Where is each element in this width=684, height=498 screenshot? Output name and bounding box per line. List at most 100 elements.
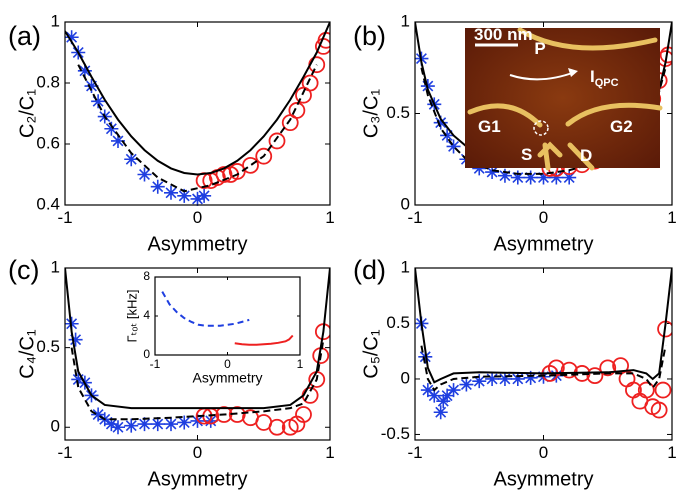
asterisk-stroke xyxy=(197,189,211,203)
asterisk-stroke xyxy=(69,333,83,347)
asterisk-marker xyxy=(124,419,138,433)
asterisk-stroke xyxy=(151,180,165,194)
y-tick-label: 1 xyxy=(51,257,60,276)
x-tick-label: 0 xyxy=(224,357,231,371)
x-tick-label: 0 xyxy=(539,208,548,227)
asterisk-marker xyxy=(164,417,178,431)
image-background xyxy=(465,28,660,168)
asterisk-stroke xyxy=(485,372,499,386)
plot-area xyxy=(65,22,334,206)
axes-box xyxy=(415,268,672,440)
asterisk-stroke xyxy=(447,383,461,397)
circle-marker xyxy=(243,158,258,173)
y-tick-label: 0 xyxy=(143,347,150,361)
y-tick-label: 0.6 xyxy=(36,133,60,152)
image-label-text: G1 xyxy=(478,117,501,136)
curve xyxy=(65,22,330,175)
asterisk-marker xyxy=(447,383,461,397)
image-label: S xyxy=(521,145,532,164)
asterisk-stroke xyxy=(498,372,512,386)
y-tick-label: 1 xyxy=(51,11,60,30)
x-axis-label: Asymmetry xyxy=(193,370,263,386)
x-tick-label: -1 xyxy=(150,357,161,371)
panel-label: (d) xyxy=(353,255,386,285)
asterisk-marker xyxy=(485,372,499,386)
circle-marker xyxy=(289,103,304,118)
y-tick-label: 0 xyxy=(51,417,60,436)
x-axis-label: Asymmetry xyxy=(148,468,248,490)
y-tick-label: 1 xyxy=(401,257,410,276)
y-tick-label: 0.5 xyxy=(36,337,60,356)
panel-label: (a) xyxy=(8,21,41,51)
asterisk-marker xyxy=(111,420,125,434)
image-label-text: G2 xyxy=(610,117,633,136)
x-axis-label: Asymmetry xyxy=(494,468,594,490)
y-tick-label: -0.5 xyxy=(381,424,410,443)
image-label-text: P xyxy=(534,39,545,58)
image-label-text: 300 nm xyxy=(474,25,533,44)
y-tick-label: 8 xyxy=(143,269,150,283)
asterisk-stroke xyxy=(459,378,473,392)
image-label-text: D xyxy=(580,146,592,165)
y-axis-label: C₄/C₁ xyxy=(16,329,38,379)
y-tick-label: 4 xyxy=(143,308,150,322)
y-tick-label: 0 xyxy=(401,368,410,387)
figure: -1010.40.60.81AsymmetryC₂/C₁(a)-10100.51… xyxy=(0,0,684,498)
x-tick-label: -1 xyxy=(57,443,72,462)
x-tick-label: -1 xyxy=(407,443,422,462)
image-label: D xyxy=(580,146,592,165)
y-tick-label: 0.5 xyxy=(386,103,410,122)
image-label: G2 xyxy=(610,117,633,136)
image-label: G1 xyxy=(478,117,501,136)
image-label-text: S xyxy=(521,145,532,164)
curve xyxy=(78,65,317,192)
x-tick-label: 1 xyxy=(297,357,304,371)
asterisk-marker xyxy=(151,180,165,194)
image-label: 300 nm xyxy=(474,25,533,44)
y-axis-label: Γₜₒₜ [kHz] xyxy=(124,290,139,343)
page: {"chart_data": [ {"type": "line", "panel… xyxy=(0,0,684,498)
y-axis-label: C₂/C₁ xyxy=(16,89,38,138)
asterisk-stroke xyxy=(434,405,448,419)
asterisk-marker xyxy=(524,171,538,185)
y-tick-label: 0.8 xyxy=(36,72,60,91)
y-tick-label: 0.4 xyxy=(36,194,60,213)
x-axis-label: Asymmetry xyxy=(148,233,248,255)
circle-marker xyxy=(656,383,671,398)
curve xyxy=(415,268,672,382)
asterisk-marker xyxy=(498,372,512,386)
x-tick-label: 0 xyxy=(193,443,202,462)
x-tick-label: 0 xyxy=(539,443,548,462)
asterisk-stroke xyxy=(511,171,525,185)
panel-label: (c) xyxy=(8,255,39,285)
x-axis-label: Asymmetry xyxy=(494,233,594,255)
panel-label: (b) xyxy=(353,21,386,51)
asterisk-marker xyxy=(434,405,448,419)
asterisk-marker xyxy=(511,372,525,386)
y-tick-label: 1 xyxy=(401,11,410,30)
y-axis-label: C₃/C₁ xyxy=(360,89,382,139)
image-label-sub: QPC xyxy=(595,77,619,89)
asterisk-stroke xyxy=(124,419,138,433)
asterisk-stroke xyxy=(111,420,125,434)
x-tick-label: 1 xyxy=(325,443,334,462)
asterisk-marker xyxy=(511,171,525,185)
circle-marker xyxy=(303,76,318,91)
asterisk-stroke xyxy=(164,417,178,431)
asterisk-marker xyxy=(498,169,512,183)
x-tick-label: 0 xyxy=(193,208,202,227)
x-tick-label: 1 xyxy=(325,208,334,227)
y-tick-label: 0.5 xyxy=(386,313,410,332)
asterisk-stroke xyxy=(511,372,525,386)
plot-area xyxy=(414,268,673,419)
asterisk-marker xyxy=(69,333,83,347)
x-tick-label: 1 xyxy=(667,208,676,227)
y-tick-label: 0 xyxy=(401,194,410,213)
image-label: P xyxy=(534,39,545,58)
asterisk-marker xyxy=(459,378,473,392)
x-tick-label: 1 xyxy=(667,443,676,462)
asterisk-stroke xyxy=(498,169,512,183)
asterisk-stroke xyxy=(524,171,538,185)
asterisk-marker xyxy=(197,189,211,203)
